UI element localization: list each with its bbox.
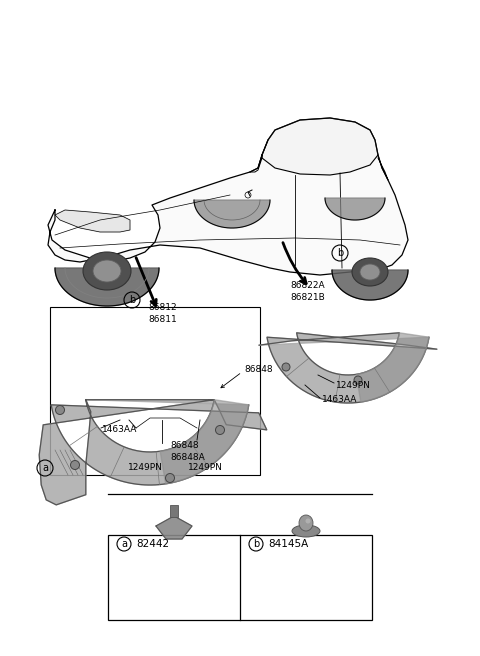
- Ellipse shape: [352, 258, 388, 286]
- Bar: [108, 535, 372, 620]
- Text: 1463AA: 1463AA: [322, 396, 358, 405]
- Circle shape: [166, 474, 175, 483]
- Polygon shape: [259, 333, 437, 403]
- Circle shape: [282, 363, 290, 371]
- Text: b: b: [129, 295, 135, 305]
- Ellipse shape: [292, 525, 320, 537]
- Text: 86848A: 86848A: [170, 453, 205, 462]
- Text: 82442: 82442: [136, 539, 169, 549]
- Circle shape: [71, 461, 80, 470]
- Text: 1463AA: 1463AA: [102, 426, 137, 434]
- Bar: [50, 307, 260, 475]
- Circle shape: [354, 376, 362, 384]
- Polygon shape: [325, 198, 385, 220]
- Ellipse shape: [305, 518, 311, 523]
- Ellipse shape: [360, 264, 380, 280]
- Text: 86822A: 86822A: [290, 281, 324, 289]
- Polygon shape: [356, 333, 429, 402]
- Text: 1249PN: 1249PN: [336, 380, 371, 390]
- Text: a: a: [121, 539, 127, 549]
- Text: 86848: 86848: [170, 440, 199, 449]
- Polygon shape: [55, 268, 159, 306]
- Text: b: b: [337, 248, 343, 258]
- Bar: [170, 505, 178, 517]
- Ellipse shape: [299, 515, 313, 531]
- Text: 86811: 86811: [148, 316, 177, 325]
- Text: 84145A: 84145A: [268, 539, 308, 549]
- Text: 86812: 86812: [148, 304, 177, 312]
- Circle shape: [56, 405, 64, 415]
- Polygon shape: [332, 270, 408, 300]
- Ellipse shape: [93, 260, 121, 282]
- Polygon shape: [48, 118, 408, 275]
- Ellipse shape: [83, 252, 131, 290]
- Text: 1249PN: 1249PN: [128, 462, 163, 472]
- Polygon shape: [160, 400, 249, 484]
- Text: 86848: 86848: [244, 365, 273, 375]
- Text: b: b: [253, 539, 259, 549]
- Circle shape: [216, 426, 225, 434]
- Polygon shape: [156, 516, 192, 539]
- Polygon shape: [39, 400, 267, 505]
- Polygon shape: [194, 200, 270, 228]
- Text: 86821B: 86821B: [290, 293, 325, 302]
- Text: a: a: [42, 463, 48, 473]
- Polygon shape: [55, 210, 130, 232]
- Text: 1249PN: 1249PN: [188, 462, 223, 472]
- Polygon shape: [262, 118, 378, 175]
